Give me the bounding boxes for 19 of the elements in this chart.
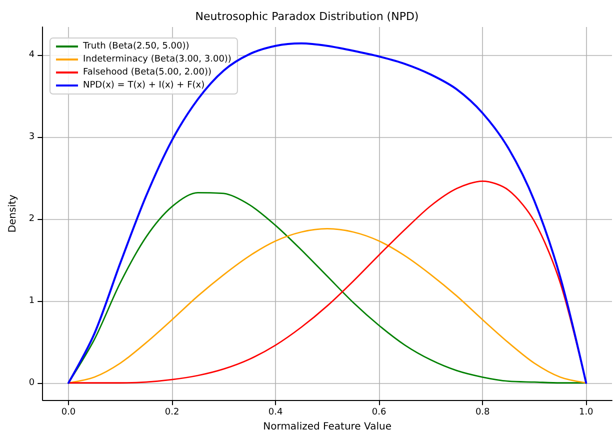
y-tick-label: 1 [28, 296, 35, 306]
x-axis-title: Normalized Feature Value [263, 422, 392, 432]
line-series [68, 42, 588, 384]
legend-label: Falsehood (Beta(5.00, 2.00)) [83, 68, 212, 78]
x-tick-label: 1.0 [578, 408, 594, 418]
x-tick-label: 0.0 [61, 408, 76, 418]
x-tick-label: 0.6 [372, 408, 386, 418]
y-tick-label: 4 [28, 50, 35, 60]
y-tick-label: 2 [28, 214, 35, 224]
legend-label: Indeterminacy (Beta(3.00, 3.00)) [83, 54, 232, 64]
x-tick-label: 0.2 [164, 408, 180, 418]
y-tick-label: 0 [28, 378, 35, 388]
legend-label: NPD(x) = T(x) + I(x) + F(x) [83, 80, 205, 90]
x-tick-label: 0.4 [268, 408, 283, 418]
chart-title: Neutrosophic Paradox Distribution (NPD) [195, 10, 419, 23]
legend-label: Truth (Beta(2.50, 5.00)) [82, 42, 190, 52]
x-tick-label: 0.8 [475, 408, 490, 418]
y-axis-title: Density [8, 194, 18, 233]
y-tick-label: 3 [28, 132, 35, 142]
